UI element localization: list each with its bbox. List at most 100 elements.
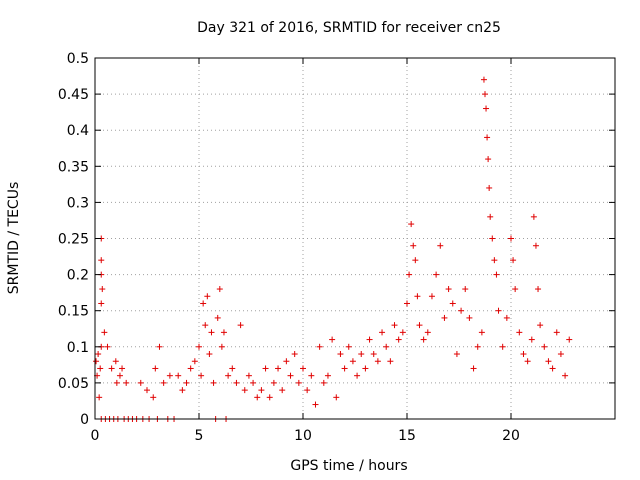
data-point (480, 76, 487, 83)
data-point (483, 105, 490, 112)
data-point (562, 372, 569, 379)
data-point (218, 343, 225, 350)
data-point (196, 343, 202, 350)
data-point (137, 379, 144, 386)
data-point (316, 343, 323, 350)
data-point (225, 372, 232, 379)
data-point (214, 314, 221, 321)
data-point (300, 365, 306, 372)
data-point (245, 372, 252, 379)
data-point (449, 300, 456, 307)
data-point (453, 351, 460, 358)
data-point (320, 379, 327, 386)
data-point (237, 322, 244, 329)
data-point (152, 365, 159, 372)
data-point (200, 300, 207, 307)
data-point (399, 329, 406, 336)
data-point (537, 322, 544, 329)
data-point (324, 372, 331, 379)
x-axis-label: GPS time / hours (290, 458, 407, 474)
data-point (175, 372, 182, 379)
data-point (104, 343, 111, 350)
data-point (486, 184, 493, 191)
data-point (470, 365, 477, 372)
chart-title: Day 321 of 2016, SRMTID for receiver cn2… (197, 20, 501, 36)
data-point (433, 271, 440, 278)
data-point (345, 343, 352, 350)
y-tick-label: 0.15 (58, 304, 89, 320)
data-point (545, 358, 552, 365)
data-point (283, 358, 290, 365)
data-point (445, 286, 452, 293)
data-point (484, 134, 491, 141)
data-point (97, 365, 104, 372)
y-tick-label: 0 (80, 412, 89, 428)
data-point (206, 351, 213, 358)
data-point (424, 329, 431, 336)
data-point (333, 394, 340, 401)
data-point (275, 365, 282, 372)
data-point (295, 379, 302, 386)
data-point (123, 379, 130, 386)
data-point (116, 372, 123, 379)
data-point (503, 314, 510, 321)
y-tick-label: 0.1 (67, 340, 89, 356)
data-point (96, 394, 103, 401)
y-tick-label: 0.4 (67, 123, 89, 139)
data-point (508, 235, 514, 242)
data-point (160, 379, 167, 386)
data-point (466, 314, 473, 321)
data-point (478, 329, 485, 336)
data-point (241, 387, 248, 394)
data-point (113, 379, 120, 386)
data-point (210, 379, 217, 386)
data-point (95, 351, 102, 358)
data-point (216, 286, 223, 293)
x-tick-label: 20 (502, 428, 520, 444)
data-point (287, 372, 294, 379)
data-point (108, 365, 115, 372)
data-point (341, 365, 348, 372)
data-point (414, 293, 421, 300)
data-point (229, 365, 236, 372)
data-point (524, 358, 531, 365)
data-point (437, 242, 444, 249)
data-point (220, 329, 227, 336)
data-point (387, 358, 394, 365)
data-point (493, 271, 500, 278)
data-point (549, 365, 556, 372)
data-point (156, 343, 163, 350)
data-point (491, 257, 498, 264)
data-point (119, 365, 126, 372)
data-point (250, 379, 257, 386)
data-point (99, 286, 106, 293)
tick-labels: 0 5 10 15 20 0 0.05 0.1 0.15 0.2 0.25 0.3 0.35 0.4 0.4… (58, 51, 520, 444)
y-tick-label: 0.3 (67, 195, 89, 211)
data-point (485, 156, 492, 163)
y-tick-label: 0.5 (67, 51, 89, 67)
data-point (98, 300, 105, 307)
data-point (304, 387, 311, 394)
data-point (150, 394, 157, 401)
data-point (233, 379, 240, 386)
axis-ticks (94, 57, 615, 420)
data-point (487, 213, 494, 220)
data-point (516, 329, 523, 336)
data-point (410, 242, 417, 249)
data-point (354, 372, 361, 379)
data-point (93, 358, 100, 365)
data-point (395, 336, 402, 343)
data-point (208, 329, 215, 336)
data-point (204, 293, 211, 300)
x-tick-label: 10 (294, 428, 312, 444)
data-point (202, 322, 209, 329)
data-point (179, 387, 186, 394)
x-tick-label: 0 (91, 428, 100, 444)
data-point (308, 372, 315, 379)
data-point (270, 379, 277, 386)
data-point (258, 387, 265, 394)
data-point (482, 91, 488, 98)
data-point (420, 336, 427, 343)
data-point (553, 329, 560, 336)
